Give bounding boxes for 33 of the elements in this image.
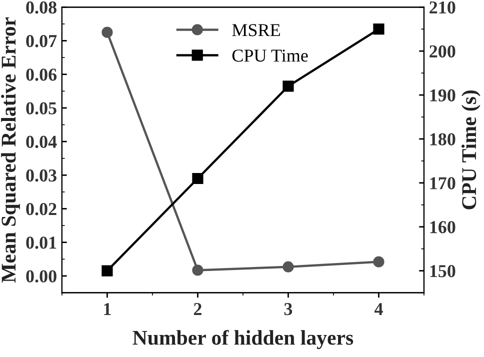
x-tick-label: 3 bbox=[284, 303, 292, 316]
y-tick-label: 0.05 bbox=[26, 102, 56, 114]
y-tick-label: 0.02 bbox=[26, 202, 56, 216]
point bbox=[373, 24, 384, 35]
y2-tick-label: 210 bbox=[430, 1, 456, 14]
y2-tick-label: 190 bbox=[430, 89, 456, 102]
point bbox=[373, 256, 384, 268]
y2-tick-label: 170 bbox=[430, 177, 456, 190]
y-tick-label: 0.08 bbox=[26, 1, 56, 14]
legend-label: MSRE bbox=[232, 24, 280, 36]
y-tick-label: 0.06 bbox=[26, 68, 57, 81]
y2-tick-label: 180 bbox=[430, 133, 456, 146]
y2-tick-label: 160 bbox=[430, 221, 456, 234]
y-tick-label: 0.04 bbox=[26, 136, 57, 148]
point bbox=[282, 80, 294, 92]
point bbox=[192, 264, 204, 276]
legend-label: CPU Time bbox=[232, 50, 308, 62]
y-tick-label: 0.00 bbox=[26, 270, 56, 282]
x-tick-label: 4 bbox=[374, 303, 383, 315]
x-tick-label: 2 bbox=[194, 303, 202, 315]
point bbox=[282, 261, 294, 272]
y2-tick-label: 150 bbox=[430, 265, 456, 278]
point bbox=[102, 26, 113, 38]
point bbox=[102, 265, 113, 276]
y2-axis-title: CPU Time (s) bbox=[461, 90, 480, 210]
point bbox=[192, 172, 204, 184]
x-tick-label: 1 bbox=[104, 303, 111, 315]
y-tick-label: 0.01 bbox=[26, 236, 56, 249]
x-axis-title: Number of hidden layers bbox=[132, 330, 354, 350]
y2-tick-label: 200 bbox=[430, 45, 456, 58]
y-tick-label: 0.03 bbox=[26, 169, 56, 182]
y-axis-title: Mean Squared Relative Error bbox=[1, 17, 20, 283]
y-tick-label: 0.07 bbox=[26, 34, 57, 48]
